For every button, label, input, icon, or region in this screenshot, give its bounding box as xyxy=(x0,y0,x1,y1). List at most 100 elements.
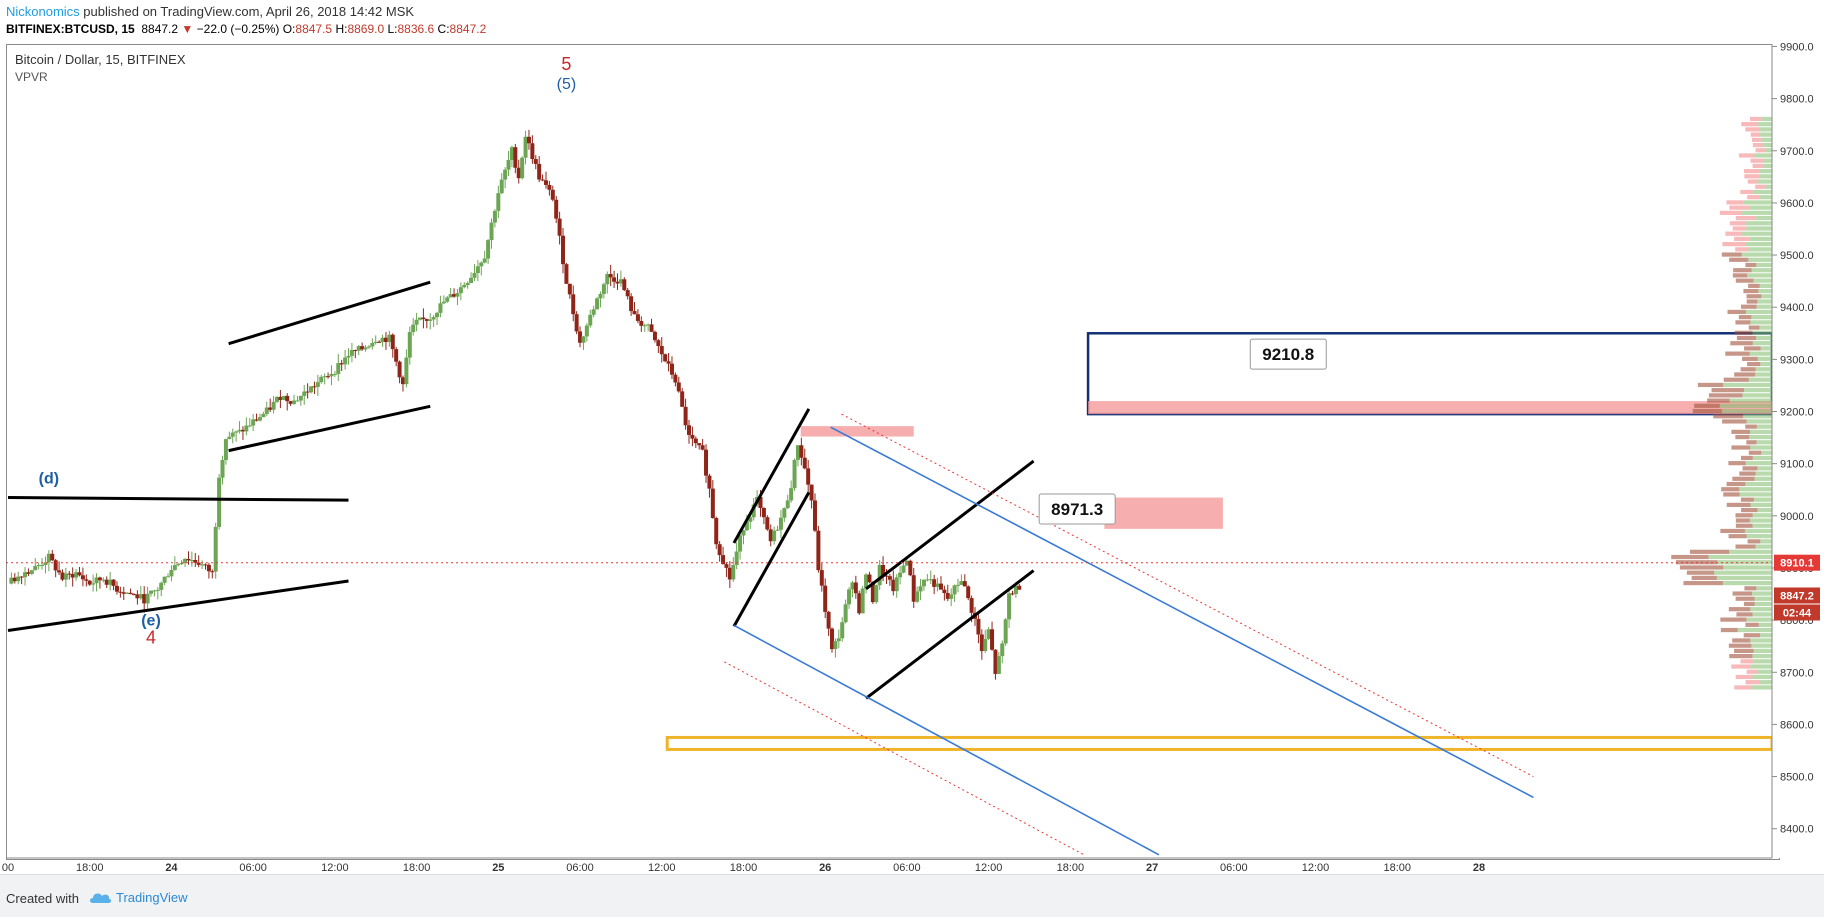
vpvr-up-bar xyxy=(1759,283,1772,288)
vpvr-down-bar xyxy=(1713,414,1744,419)
vpvr-down-bar xyxy=(1732,638,1751,643)
vpvr-up-bar xyxy=(1745,221,1772,226)
vpvr-up-bar xyxy=(1752,330,1772,335)
candle-body xyxy=(567,283,572,295)
candle-body xyxy=(353,350,358,352)
vpvr-up-bar xyxy=(1750,664,1772,669)
candle-body xyxy=(268,407,273,410)
candle-body xyxy=(349,350,354,356)
candle-body xyxy=(591,309,596,315)
y-tick-label: 8400.0 xyxy=(1780,824,1814,836)
price-chart[interactable]: 5 (5) (d) (e)4 9210.8 8971.3 8400.0 8500.0 8600… xyxy=(0,0,1824,874)
vpvr-up-bar xyxy=(1750,429,1772,434)
candle-body xyxy=(758,496,763,509)
vpvr-down-bar xyxy=(1734,372,1756,377)
candle-body xyxy=(533,159,538,164)
vpvr-down-bar xyxy=(1735,247,1749,252)
candle-body xyxy=(676,382,681,392)
vpvr-up-bar xyxy=(1755,372,1772,377)
candle-body xyxy=(339,363,344,365)
vpvr-up-bar xyxy=(1748,377,1772,382)
candle-body xyxy=(543,180,548,185)
candle-body xyxy=(918,586,923,592)
wave-label: 5 xyxy=(561,54,571,74)
candle-body xyxy=(43,562,48,565)
candle-body xyxy=(615,281,620,284)
candle-body xyxy=(887,576,892,580)
candle-body xyxy=(860,588,865,614)
vpvr-up-bar xyxy=(1746,419,1772,424)
author-link[interactable]: Nickonomics xyxy=(6,4,80,19)
x-tick-label: 26 xyxy=(819,862,831,874)
candle-body xyxy=(751,504,756,518)
candle-body xyxy=(46,553,51,563)
x-tick-label: 06:00 xyxy=(566,862,594,874)
candle-body xyxy=(70,574,75,578)
candle-body xyxy=(292,400,297,404)
vpvr-down-bar xyxy=(1727,309,1746,315)
candle-body xyxy=(775,529,780,531)
vpvr-up-bar xyxy=(1749,434,1772,440)
vpvr-down-bar xyxy=(1741,122,1758,127)
candle-body xyxy=(959,581,964,585)
candle-body xyxy=(264,407,269,414)
wedge-lower-line xyxy=(865,569,1035,700)
publish-info: Nickonomics published on TradingView.com… xyxy=(6,4,414,19)
candle-body xyxy=(53,560,58,571)
candle-body xyxy=(63,573,68,580)
candle-body xyxy=(823,585,828,612)
vpvr-up-bar xyxy=(1757,507,1772,513)
candle-body xyxy=(60,572,65,580)
candle-body xyxy=(489,222,494,241)
candle-body xyxy=(782,508,787,518)
downtrend-lower-line xyxy=(733,624,1160,856)
vpvr-down-bar xyxy=(1738,315,1752,320)
candle-body xyxy=(193,559,198,563)
vpvr-down-bar xyxy=(1742,356,1758,361)
vpvr-up-bar xyxy=(1759,325,1772,330)
candle-body xyxy=(438,303,443,313)
candle-body xyxy=(554,199,559,219)
candle-body xyxy=(649,324,654,332)
candle-body xyxy=(537,163,542,180)
candle-body xyxy=(424,319,429,321)
candle-body xyxy=(234,431,239,433)
candle-body xyxy=(925,579,930,581)
candle-body xyxy=(809,484,814,501)
candle-body xyxy=(625,290,630,297)
candle-body xyxy=(663,354,668,362)
candle-body xyxy=(213,526,218,572)
vpvr-down-bar xyxy=(1743,288,1759,294)
candle-body xyxy=(680,391,685,407)
candle-body xyxy=(932,579,937,587)
vpvr-down-bar xyxy=(1735,523,1753,528)
candle-body xyxy=(206,564,211,572)
vpvr-up-bar xyxy=(1750,502,1772,507)
candle-body xyxy=(462,284,467,288)
candle-body xyxy=(101,579,106,581)
candle-body xyxy=(77,572,82,576)
candle-body xyxy=(145,593,150,604)
candle-body xyxy=(33,566,38,571)
vpvr-up-bar xyxy=(1753,278,1772,283)
vpvr-down-bar xyxy=(1735,278,1754,283)
candle-body xyxy=(383,337,388,343)
candle-body xyxy=(741,530,746,536)
candle-body xyxy=(714,518,719,545)
tradingview-link[interactable]: TradingView xyxy=(88,889,188,905)
vpvr-down-bar xyxy=(1734,330,1753,335)
vpvr-down-bar xyxy=(1735,513,1753,518)
vpvr-up-bar xyxy=(1760,132,1772,137)
candle-body xyxy=(121,592,126,594)
change-value: −22.0 (−0.25%) xyxy=(196,22,280,36)
candle-body xyxy=(189,559,194,561)
candle-body xyxy=(884,575,889,577)
axis-price-tag xyxy=(1774,604,1820,621)
vpvr-up-bar xyxy=(1753,648,1772,654)
vpvr-up-bar xyxy=(1745,481,1772,487)
candle-body xyxy=(108,579,113,585)
vpvr-up-bar xyxy=(1756,262,1772,268)
candle-body xyxy=(162,576,167,583)
brand-label: TradingView xyxy=(116,889,188,905)
vpvr-down-bar xyxy=(1745,127,1760,132)
